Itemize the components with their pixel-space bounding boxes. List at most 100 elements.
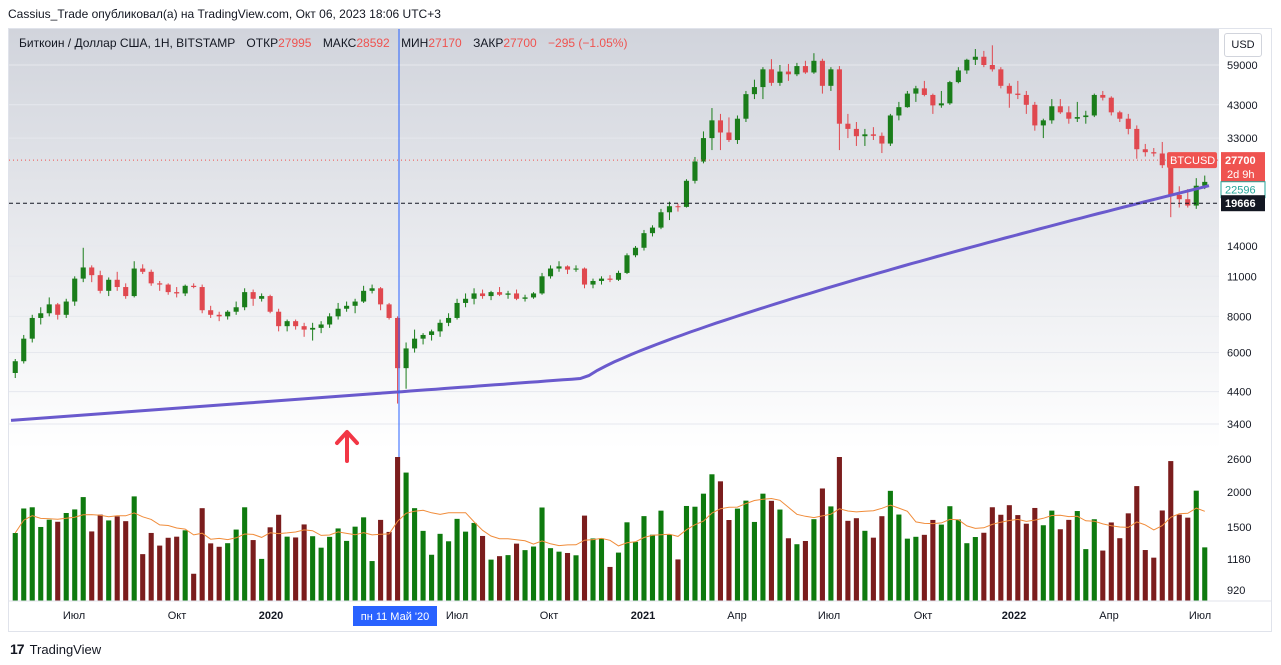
volume-bar — [1193, 490, 1199, 601]
volume-bar — [1091, 519, 1097, 601]
candle-body — [38, 313, 44, 318]
candle-body — [131, 268, 137, 297]
legend-low-label: МИН — [401, 36, 429, 50]
candle-body — [819, 60, 825, 86]
price-axis-tick-label: 2600 — [1227, 454, 1251, 466]
candle-body — [1117, 112, 1123, 119]
volume-bar — [63, 513, 69, 601]
volume-bar — [862, 530, 868, 601]
candle-body — [233, 307, 239, 312]
volume-bar — [760, 493, 766, 601]
volume-bar — [1057, 529, 1063, 601]
candle-body — [743, 94, 749, 119]
candle-body — [624, 255, 630, 273]
volume-bar — [1049, 510, 1055, 601]
candle-body — [760, 69, 766, 88]
volume-bar — [998, 514, 1004, 601]
time-axis-label: Июл — [63, 610, 85, 622]
volume-bar — [972, 537, 978, 601]
volume-bar — [930, 519, 936, 601]
candle-body — [1049, 106, 1055, 121]
candle-body — [896, 107, 902, 116]
volume-bar — [989, 507, 995, 601]
candle-body — [114, 279, 120, 288]
volume-bar — [386, 531, 392, 601]
candle-body — [148, 271, 154, 284]
btcusd-tag: BTCUSD — [1170, 155, 1215, 167]
volume-bar — [794, 544, 800, 601]
candle-body — [658, 212, 664, 228]
volume-bar — [412, 508, 418, 601]
volume-bar — [785, 538, 791, 601]
volume-bar — [403, 472, 409, 601]
volume-bar — [1015, 515, 1021, 601]
crosshair-time-label: пн 11 Май '20 — [361, 611, 430, 623]
price-axis-tick-label: 59000 — [1227, 60, 1258, 72]
time-axis-label: 2021 — [631, 610, 655, 622]
volume-bar — [938, 524, 944, 601]
annotation-arrow-up-icon — [335, 430, 359, 463]
price-axis-tick-label: 2000 — [1227, 487, 1251, 499]
price-axis-tick-label: 920 — [1227, 585, 1245, 597]
candle-body — [1066, 112, 1072, 119]
candle-body — [913, 88, 919, 94]
candle-body — [530, 293, 537, 298]
volume-bar — [717, 481, 724, 601]
candle-body — [853, 128, 859, 137]
footer: 17 TradingView — [10, 640, 101, 658]
time-axis-label: 2020 — [259, 610, 283, 622]
candle-body — [862, 134, 868, 137]
candle-body — [802, 66, 808, 73]
candle-body — [590, 280, 596, 285]
candle-body — [870, 134, 876, 136]
candle-body — [191, 285, 197, 288]
volume-bar — [131, 496, 137, 601]
time-axis-label: Июл — [446, 610, 468, 622]
btcusd-tag-background — [1167, 152, 1217, 169]
candle-body — [981, 56, 987, 65]
candle-body — [1057, 106, 1063, 113]
time-axis-label: Окт — [914, 610, 933, 622]
volume-bar — [233, 529, 239, 601]
chart-frame[interactable]: 59000 43000 33000 14000 11000 8000 6000 4400 340… — [8, 28, 1272, 632]
bar-countdown-label: 2d 9h — [1227, 169, 1255, 181]
candle-body — [412, 338, 418, 349]
volume-bar — [344, 540, 350, 601]
candle-body — [1074, 117, 1080, 119]
candle-body — [675, 206, 681, 208]
volume-bar — [352, 526, 358, 601]
price-axis-tick-label: 3400 — [1227, 419, 1251, 431]
candle-body — [1040, 120, 1046, 126]
candle-body — [879, 135, 885, 144]
candle-body — [140, 268, 146, 272]
candle-body — [649, 227, 656, 234]
volume-bar — [480, 535, 486, 601]
volume-bar — [641, 516, 647, 601]
footer-brand[interactable]: TradingView — [29, 641, 102, 657]
volume-bar — [1006, 505, 1012, 601]
candle-body — [174, 292, 180, 294]
candle-body — [199, 287, 205, 311]
price-chart[interactable]: 59000 43000 33000 14000 11000 8000 6000 4400 340… — [9, 29, 1271, 631]
candle-body — [89, 267, 95, 276]
volume-bar — [148, 532, 154, 601]
volume-bar — [29, 507, 35, 601]
candle-body — [794, 66, 800, 75]
volume-bar — [522, 550, 528, 601]
volume-bar — [1159, 510, 1165, 601]
volume-bar — [530, 546, 537, 601]
candle-body — [293, 321, 299, 327]
candle-body — [1142, 149, 1148, 153]
candle-body — [1185, 199, 1191, 206]
volume-bar — [811, 519, 817, 601]
volume-bar — [420, 530, 426, 601]
volume-bar — [658, 510, 664, 601]
volume-bar — [1176, 514, 1182, 601]
currency-button[interactable]: USD — [1224, 33, 1262, 57]
candle-body — [386, 304, 392, 318]
volume-bar — [870, 537, 876, 601]
candle-body — [1100, 94, 1106, 98]
candle-body — [1015, 93, 1021, 95]
volume-bar — [369, 561, 375, 601]
time-axis-label: Окт — [540, 610, 559, 622]
